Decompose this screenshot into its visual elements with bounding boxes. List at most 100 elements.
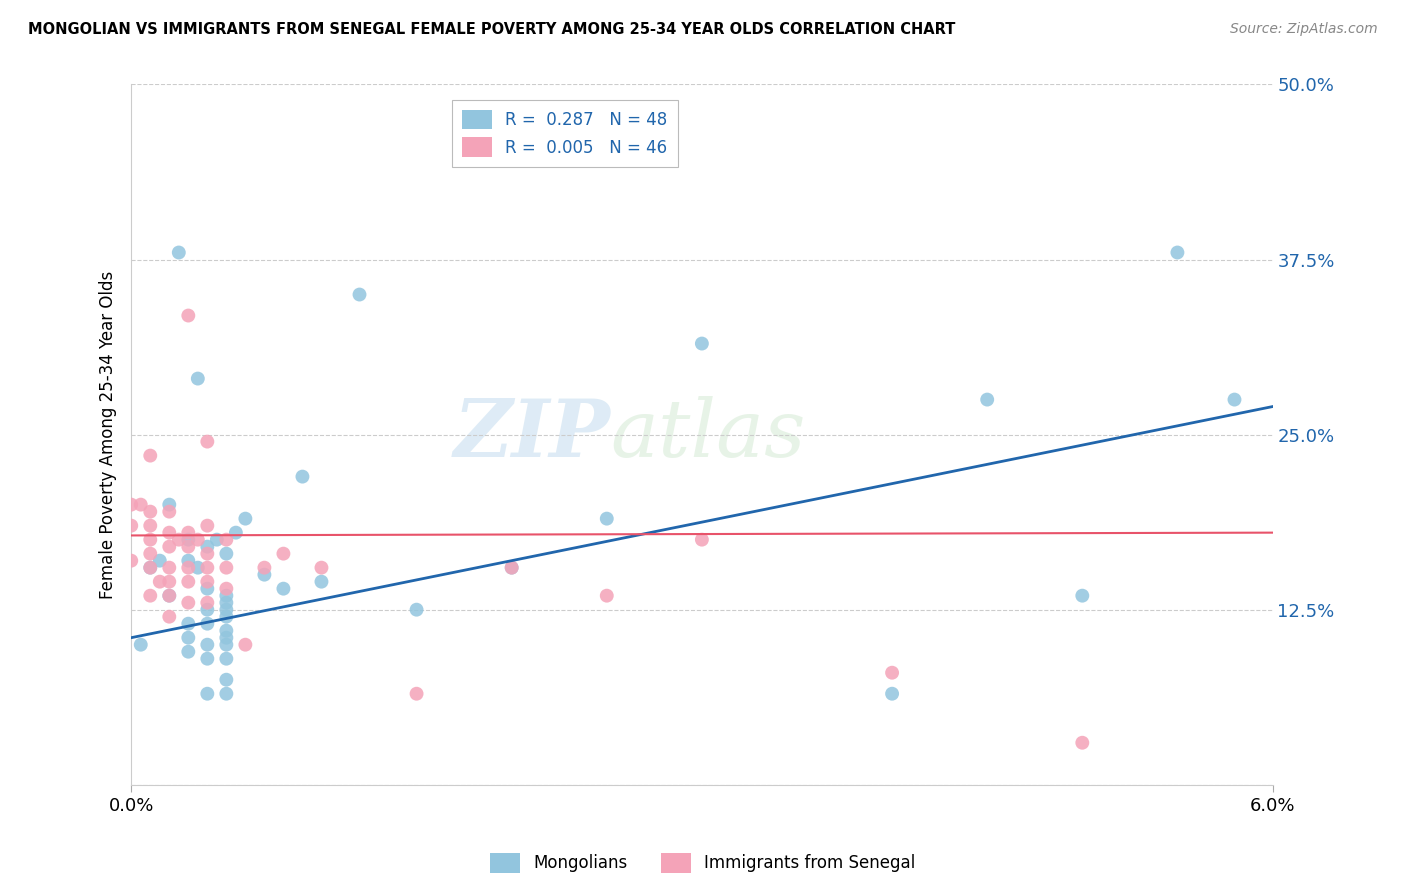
Text: atlas: atlas	[610, 396, 806, 474]
Point	[215, 533, 238, 547]
Point	[120, 554, 142, 568]
Point	[157, 574, 180, 589]
Point	[215, 631, 238, 645]
Point	[215, 589, 238, 603]
Point	[976, 392, 998, 407]
Point	[311, 574, 333, 589]
Legend: R =  0.287   N = 48, R =  0.005   N = 46: R = 0.287 N = 48, R = 0.005 N = 46	[453, 100, 678, 167]
Point	[195, 602, 218, 616]
Point	[177, 309, 200, 323]
Point	[349, 287, 371, 301]
Point	[177, 596, 200, 610]
Point	[880, 687, 903, 701]
Point	[157, 589, 180, 603]
Point	[215, 624, 238, 638]
Point	[215, 687, 238, 701]
Legend: Mongolians, Immigrants from Senegal: Mongolians, Immigrants from Senegal	[484, 847, 922, 880]
Point	[311, 560, 333, 574]
Text: MONGOLIAN VS IMMIGRANTS FROM SENEGAL FEMALE POVERTY AMONG 25-34 YEAR OLDS CORREL: MONGOLIAN VS IMMIGRANTS FROM SENEGAL FEM…	[28, 22, 956, 37]
Point	[1071, 736, 1094, 750]
Point	[273, 547, 295, 561]
Point	[177, 533, 200, 547]
Point	[195, 560, 218, 574]
Point	[195, 547, 218, 561]
Point	[157, 589, 180, 603]
Point	[195, 638, 218, 652]
Point	[177, 540, 200, 554]
Point	[215, 673, 238, 687]
Point	[177, 616, 200, 631]
Point	[177, 525, 200, 540]
Point	[139, 560, 162, 574]
Point	[195, 434, 218, 449]
Point	[215, 582, 238, 596]
Point	[157, 525, 180, 540]
Point	[215, 638, 238, 652]
Point	[1166, 245, 1188, 260]
Point	[690, 336, 713, 351]
Point	[187, 533, 209, 547]
Point	[215, 547, 238, 561]
Point	[167, 533, 190, 547]
Point	[195, 518, 218, 533]
Text: ZIP: ZIP	[454, 396, 610, 474]
Point	[157, 560, 180, 574]
Point	[215, 651, 238, 665]
Point	[596, 511, 619, 525]
Point	[129, 638, 152, 652]
Point	[129, 498, 152, 512]
Point	[195, 574, 218, 589]
Point	[690, 533, 713, 547]
Point	[235, 511, 257, 525]
Point	[139, 560, 162, 574]
Point	[215, 560, 238, 574]
Point	[596, 589, 619, 603]
Point	[225, 525, 247, 540]
Point	[215, 596, 238, 610]
Point	[215, 602, 238, 616]
Point	[139, 505, 162, 519]
Point	[157, 505, 180, 519]
Point	[177, 631, 200, 645]
Point	[139, 589, 162, 603]
Point	[195, 651, 218, 665]
Point	[157, 540, 180, 554]
Point	[157, 609, 180, 624]
Point	[149, 574, 172, 589]
Point	[253, 560, 276, 574]
Point	[501, 560, 523, 574]
Point	[195, 616, 218, 631]
Point	[177, 560, 200, 574]
Point	[501, 560, 523, 574]
Point	[405, 687, 427, 701]
Point	[120, 518, 142, 533]
Point	[215, 609, 238, 624]
Point	[120, 498, 142, 512]
Point	[177, 645, 200, 659]
Point	[1223, 392, 1246, 407]
Point	[177, 574, 200, 589]
Point	[880, 665, 903, 680]
Point	[177, 554, 200, 568]
Point	[195, 596, 218, 610]
Point	[1071, 589, 1094, 603]
Point	[139, 533, 162, 547]
Point	[167, 245, 190, 260]
Point	[139, 547, 162, 561]
Text: Source: ZipAtlas.com: Source: ZipAtlas.com	[1230, 22, 1378, 37]
Y-axis label: Female Poverty Among 25-34 Year Olds: Female Poverty Among 25-34 Year Olds	[100, 270, 117, 599]
Point	[195, 540, 218, 554]
Point	[253, 567, 276, 582]
Point	[195, 687, 218, 701]
Point	[187, 560, 209, 574]
Point	[157, 498, 180, 512]
Point	[139, 449, 162, 463]
Point	[195, 582, 218, 596]
Point	[273, 582, 295, 596]
Point	[149, 554, 172, 568]
Point	[291, 469, 314, 483]
Point	[205, 533, 228, 547]
Point	[139, 518, 162, 533]
Point	[187, 371, 209, 385]
Point	[405, 602, 427, 616]
